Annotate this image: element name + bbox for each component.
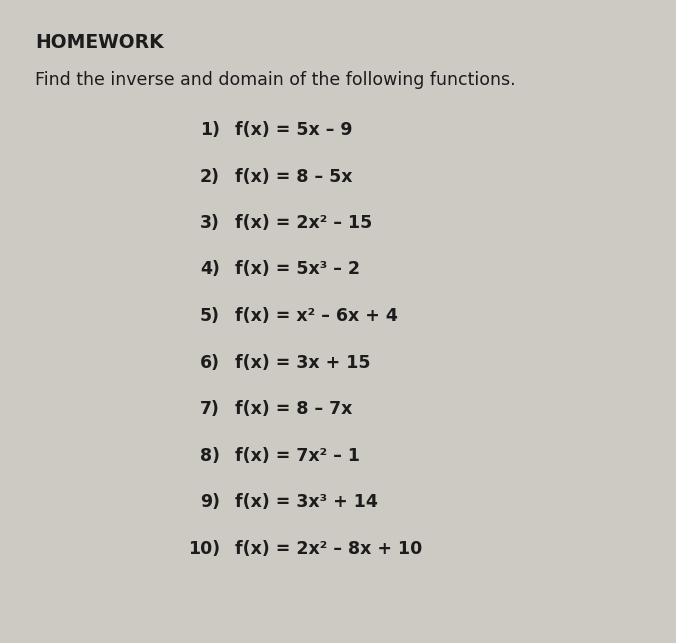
Text: 6): 6) [200, 354, 220, 372]
Text: 2): 2) [200, 167, 220, 185]
Text: Find the inverse and domain of the following functions.: Find the inverse and domain of the follo… [35, 71, 516, 89]
Text: 5): 5) [200, 307, 220, 325]
Text: 1): 1) [200, 121, 220, 139]
Text: f(x) = x² – 6x + 4: f(x) = x² – 6x + 4 [235, 307, 398, 325]
Text: f(x) = 8 – 5x: f(x) = 8 – 5x [235, 167, 352, 185]
Text: 7): 7) [200, 400, 220, 418]
Text: f(x) = 7x² – 1: f(x) = 7x² – 1 [235, 446, 360, 464]
Text: 9): 9) [200, 493, 220, 511]
Text: HOMEWORK: HOMEWORK [35, 33, 164, 52]
Text: 8): 8) [200, 446, 220, 464]
Text: f(x) = 5x – 9: f(x) = 5x – 9 [235, 121, 352, 139]
Text: f(x) = 3x³ + 14: f(x) = 3x³ + 14 [235, 493, 378, 511]
Text: 10): 10) [188, 539, 220, 557]
Text: f(x) = 3x + 15: f(x) = 3x + 15 [235, 354, 370, 372]
Text: f(x) = 5x³ – 2: f(x) = 5x³ – 2 [235, 260, 360, 278]
Text: f(x) = 2x² – 8x + 10: f(x) = 2x² – 8x + 10 [235, 539, 422, 557]
Text: 3): 3) [200, 214, 220, 232]
Text: f(x) = 2x² – 15: f(x) = 2x² – 15 [235, 214, 372, 232]
Text: f(x) = 8 – 7x: f(x) = 8 – 7x [235, 400, 352, 418]
Text: 4): 4) [200, 260, 220, 278]
